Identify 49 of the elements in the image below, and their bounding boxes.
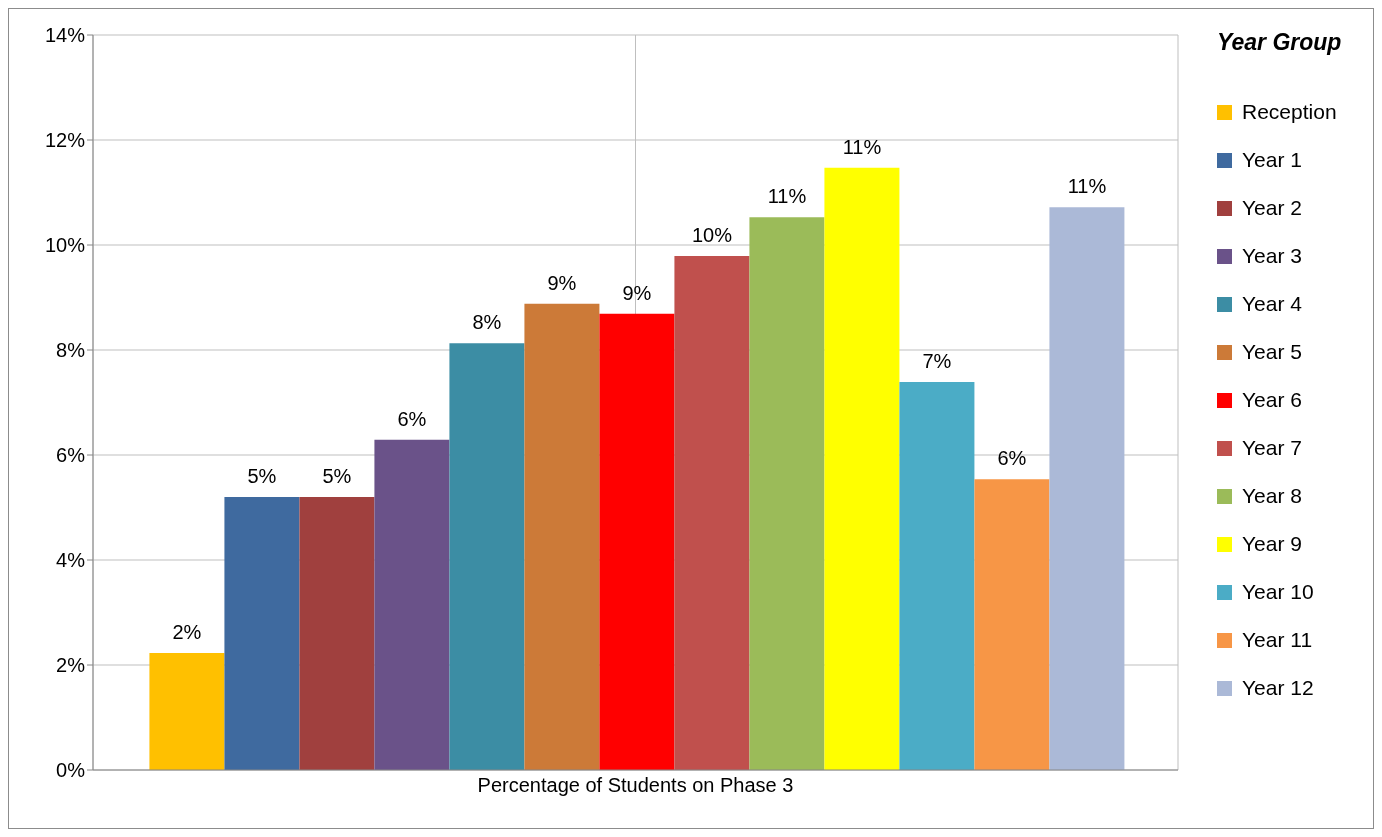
y-tick-label: 0%: [56, 759, 86, 782]
legend-label: Reception: [1242, 100, 1337, 124]
bar: [299, 497, 375, 770]
bar: [749, 217, 825, 770]
legend-label: Year 1: [1242, 148, 1302, 172]
data-label: 2%: [172, 620, 202, 643]
data-label: 6%: [397, 407, 427, 430]
bar: [224, 497, 300, 770]
data-label: 5%: [247, 465, 277, 487]
y-tick-label: 2%: [56, 654, 86, 677]
data-label: 11%: [842, 135, 882, 158]
bar: [149, 652, 225, 770]
legend-label: Year 5: [1242, 340, 1302, 364]
data-label: 9%: [547, 271, 577, 294]
y-tick-label: 10%: [44, 234, 86, 257]
legend-label: Year 9: [1242, 532, 1302, 556]
legend-label: Year 3: [1242, 244, 1302, 268]
legend-label: Year 6: [1242, 388, 1302, 412]
bar: [449, 343, 525, 770]
data-label: 10%: [691, 224, 733, 247]
legend-label: Year 12: [1242, 676, 1314, 700]
legend-label: Year 2: [1242, 196, 1302, 220]
data-label: 6%: [997, 447, 1027, 470]
data-label: 11%: [1067, 175, 1107, 198]
legend-label: Year 4: [1242, 292, 1302, 316]
data-label: 5%: [322, 465, 352, 487]
data-label: 8%: [472, 311, 502, 334]
y-tick-label: 6%: [56, 444, 86, 467]
legend-title: Year Group: [1217, 29, 1342, 56]
data-label: 11%: [767, 185, 807, 208]
data-label: 7%: [922, 350, 952, 373]
legend-label: Year 8: [1242, 484, 1302, 508]
legend-label: Year 11: [1242, 628, 1313, 652]
y-tick-label: 12%: [44, 129, 86, 152]
data-label: 9%: [622, 281, 652, 304]
y-tick-label: 8%: [56, 339, 86, 362]
y-tick-label: 14%: [44, 24, 86, 47]
bar: [524, 303, 600, 770]
y-tick-label: 4%: [56, 549, 86, 572]
bar: [824, 167, 900, 770]
legend-label: Year 7: [1242, 436, 1302, 460]
bar: [374, 439, 450, 770]
bar: [599, 313, 675, 770]
bar: [1049, 207, 1125, 770]
x-tick-label: Percentage of Students on Phase 3: [477, 774, 794, 797]
legend-label: Year 10: [1242, 580, 1314, 604]
bar: [674, 256, 750, 770]
bar: [974, 479, 1050, 770]
bar: [899, 382, 975, 770]
